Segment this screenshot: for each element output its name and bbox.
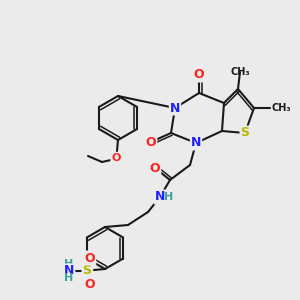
- Text: S: S: [241, 127, 250, 140]
- Text: H: H: [164, 192, 174, 202]
- Text: O: O: [85, 278, 95, 290]
- Text: CH₃: CH₃: [230, 67, 250, 77]
- Text: N: N: [64, 265, 74, 278]
- Text: O: O: [150, 161, 160, 175]
- Text: CH₃: CH₃: [272, 103, 292, 113]
- Text: N: N: [191, 136, 201, 149]
- Text: N: N: [170, 101, 180, 115]
- Text: O: O: [85, 251, 95, 265]
- Text: H: H: [64, 273, 74, 283]
- Text: O: O: [146, 136, 156, 148]
- Text: H: H: [64, 259, 74, 269]
- Text: S: S: [82, 265, 91, 278]
- Text: N: N: [155, 190, 165, 203]
- Text: O: O: [194, 68, 204, 82]
- Text: O: O: [111, 153, 121, 163]
